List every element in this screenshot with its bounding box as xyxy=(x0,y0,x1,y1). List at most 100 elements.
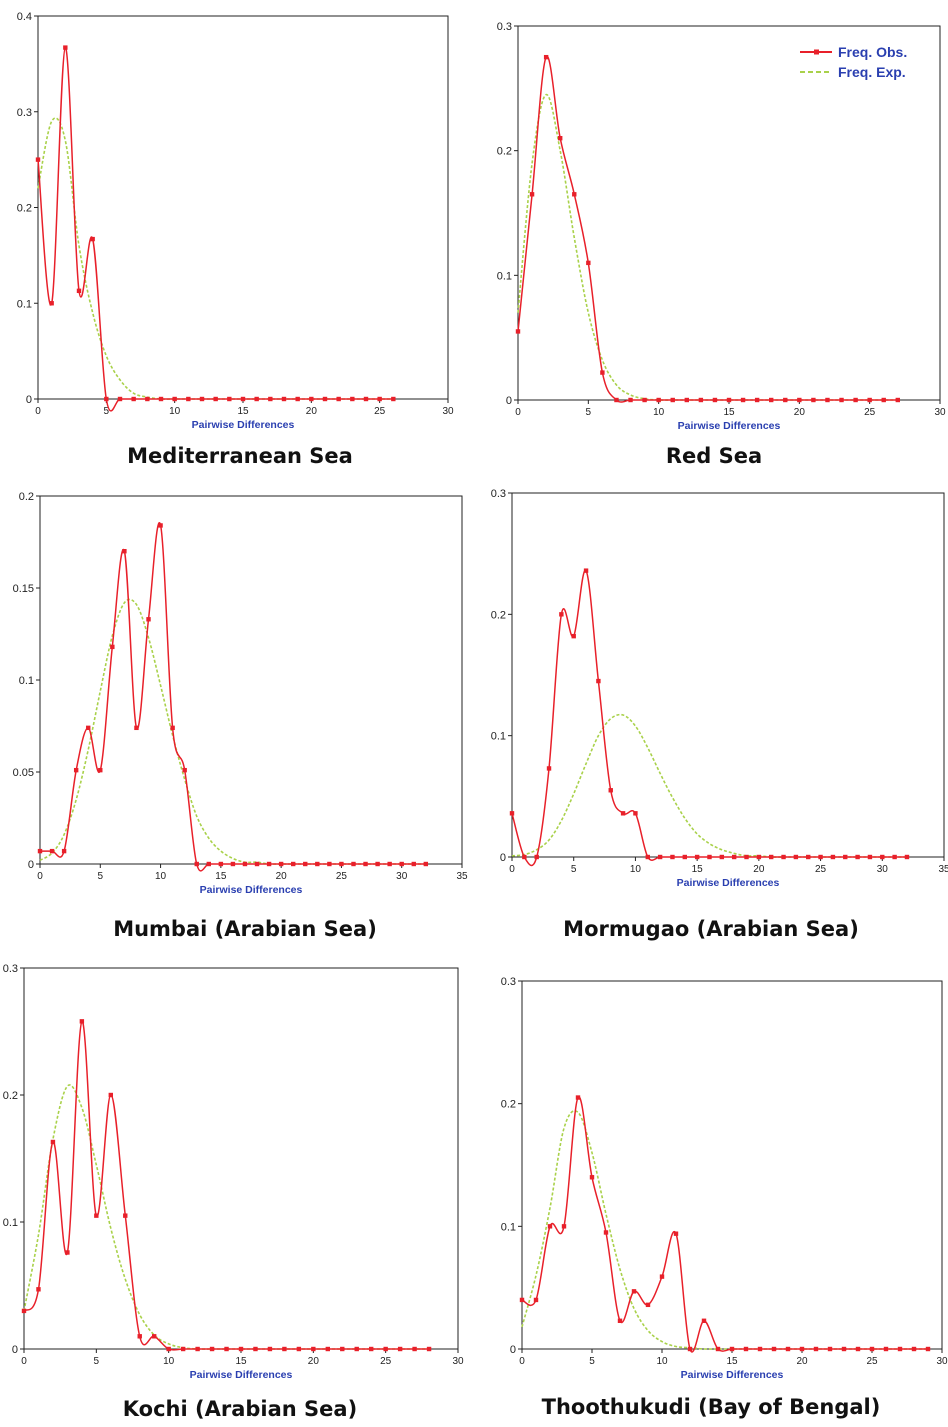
y-tick-label: 0 xyxy=(12,1344,18,1356)
y-tick-label: 0.1 xyxy=(497,270,512,282)
x-tick-label: 30 xyxy=(936,1356,948,1367)
data-point-freq-obs xyxy=(633,811,638,816)
data-point-freq-obs xyxy=(726,397,732,403)
y-tick-label: 0.3 xyxy=(491,488,506,500)
x-tick-label: 0 xyxy=(35,406,41,417)
data-point-freq-obs xyxy=(892,854,897,860)
data-point-freq-obs xyxy=(853,397,858,403)
chart-panel-2: 0 0.05 0.1 0.15 0.2 0 5 10 15 20 25 30 35 Pairwise Di… xyxy=(13,491,468,896)
data-point-freq-obs xyxy=(227,396,232,402)
data-point-freq-obs xyxy=(158,396,164,402)
x-tick-label: 0 xyxy=(509,864,515,875)
data-point-freq-obs xyxy=(670,397,675,403)
y-tick-label: 0.1 xyxy=(491,731,506,743)
plot-frame xyxy=(39,495,463,865)
x-tick-label: 5 xyxy=(98,871,104,882)
panel-caption-red-sea: Red Sea xyxy=(665,444,763,468)
data-point-freq-obs xyxy=(825,397,830,403)
data-point-freq-obs xyxy=(818,854,823,860)
data-point-freq-obs xyxy=(325,1346,330,1352)
data-point-freq-obs xyxy=(50,1139,56,1145)
data-point-freq-obs xyxy=(673,1231,679,1236)
data-point-freq-obs xyxy=(110,644,115,650)
y-tick-label: 0.3 xyxy=(501,976,516,988)
data-point-freq-obs xyxy=(253,1346,258,1352)
data-point-freq-obs xyxy=(49,301,54,306)
chart-legend: Freq. Obs. Freq. Exp. xyxy=(800,44,907,80)
data-point-freq-obs xyxy=(522,854,527,860)
x-tick-label: 30 xyxy=(396,871,408,882)
x-tick-label: 10 xyxy=(653,407,665,418)
data-point-freq-obs xyxy=(771,1346,777,1352)
data-point-freq-obs xyxy=(254,396,259,402)
data-point-freq-obs xyxy=(793,854,799,860)
x-axis-label: Pairwise Differences xyxy=(678,420,781,432)
data-point-freq-obs xyxy=(698,397,704,403)
data-point-freq-obs xyxy=(391,396,396,402)
data-point-freq-obs xyxy=(670,854,675,860)
data-point-freq-obs xyxy=(867,397,872,403)
data-point-freq-obs xyxy=(529,192,535,197)
data-point-freq-obs xyxy=(291,861,296,867)
data-point-freq-obs xyxy=(350,396,355,402)
x-tick-label: 0 xyxy=(515,407,521,418)
data-point-freq-obs xyxy=(707,854,712,860)
data-point-freq-obs xyxy=(757,1346,763,1352)
data-point-freq-obs xyxy=(785,1346,791,1352)
data-point-freq-obs xyxy=(687,1346,693,1352)
data-point-freq-obs xyxy=(596,678,601,684)
y-tick-label: 0 xyxy=(28,859,34,871)
y-tick-label: 0.2 xyxy=(491,609,506,621)
data-point-freq-obs xyxy=(617,1318,623,1323)
data-point-freq-obs xyxy=(731,854,737,860)
data-point-freq-obs xyxy=(558,136,563,141)
data-point-freq-obs xyxy=(628,397,633,403)
data-point-freq-obs xyxy=(383,1346,388,1352)
data-point-freq-obs xyxy=(827,1346,833,1352)
data-point-freq-obs xyxy=(213,396,218,402)
data-point-freq-obs xyxy=(49,848,55,854)
data-point-freq-obs xyxy=(166,1346,171,1352)
data-point-freq-obs xyxy=(242,861,248,867)
data-point-freq-obs xyxy=(881,397,886,403)
data-point-freq-obs xyxy=(769,397,774,403)
data-point-freq-obs xyxy=(412,1346,417,1352)
y-tick-label: 0.2 xyxy=(17,203,32,215)
plot-frame xyxy=(37,15,449,400)
data-point-freq-obs xyxy=(240,396,246,402)
data-point-freq-obs xyxy=(575,1095,581,1100)
data-point-freq-obs xyxy=(377,396,382,402)
data-point-freq-obs xyxy=(254,861,260,867)
x-tick-label: 20 xyxy=(796,1356,808,1367)
y-tick-label: 0 xyxy=(506,395,512,407)
data-point-freq-obs xyxy=(642,397,647,403)
data-point-freq-obs xyxy=(684,397,689,403)
x-tick-label: 20 xyxy=(306,406,318,417)
data-point-freq-obs xyxy=(806,854,811,860)
data-point-freq-obs xyxy=(657,854,663,860)
x-tick-label: 5 xyxy=(586,407,592,418)
data-point-freq-obs xyxy=(559,612,564,617)
series-line-freq-exp xyxy=(39,598,426,865)
data-point-freq-obs xyxy=(61,848,67,854)
data-point-freq-obs xyxy=(399,861,404,867)
data-point-freq-obs xyxy=(797,397,802,403)
data-point-freq-obs xyxy=(266,861,272,867)
data-point-freq-obs xyxy=(76,288,82,294)
data-point-freq-obs xyxy=(303,861,308,867)
data-point-freq-obs xyxy=(719,854,725,860)
chart-panel-1: 0 0.1 0.2 0.3 0 5 10 15 20 25 30 Pairwise Differenc… xyxy=(497,21,946,432)
data-point-freq-obs xyxy=(869,1346,875,1352)
data-point-freq-obs xyxy=(311,1346,316,1352)
data-point-freq-obs xyxy=(701,1318,707,1323)
data-point-freq-obs xyxy=(843,854,848,860)
legend-label-freq-obs: Freq. Obs. xyxy=(838,44,907,60)
data-point-freq-obs xyxy=(90,236,95,242)
data-point-freq-obs xyxy=(172,396,177,402)
x-tick-label: 35 xyxy=(938,864,948,875)
data-point-freq-obs xyxy=(182,767,187,773)
data-point-freq-obs xyxy=(137,1334,142,1339)
y-tick-label: 0.1 xyxy=(17,298,32,310)
x-tick-label: 10 xyxy=(630,864,642,875)
plot-frame xyxy=(23,967,459,1350)
